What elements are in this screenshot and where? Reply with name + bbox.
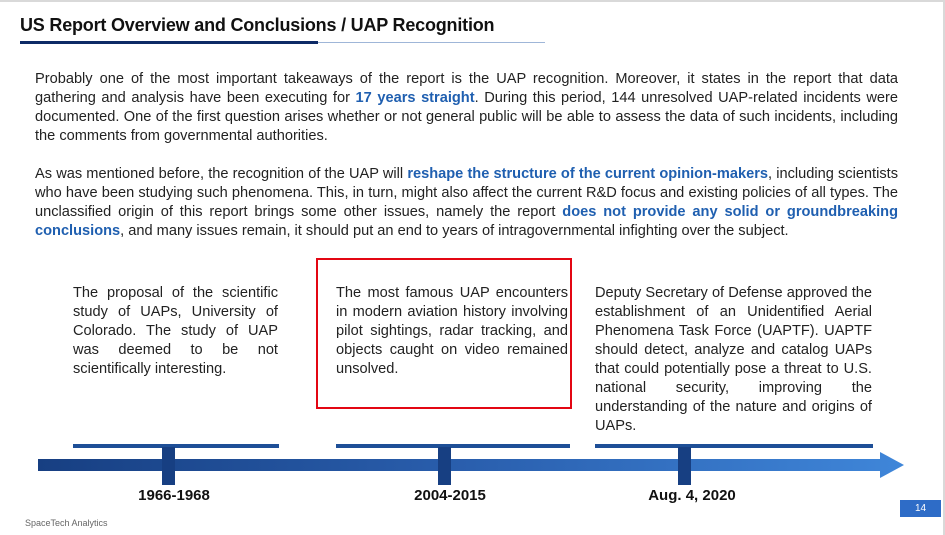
timeline-card-divider-2 — [336, 444, 570, 448]
title-underline-thin — [318, 42, 545, 43]
timeline-card-divider-1 — [73, 444, 279, 448]
highlight-17-years: 17 years straight — [355, 90, 475, 106]
paragraph-impact-text-1: As was mentioned before, the recognition… — [35, 166, 408, 182]
paragraph-impact-text-2: , including scientists who have been stu… — [35, 166, 898, 220]
timeline-card-divider-3 — [595, 444, 873, 448]
timeline-date-1966: 1966-1968 — [138, 487, 210, 504]
timeline-event-1966: The proposal of the scientific study of … — [73, 285, 278, 377]
timeline-tick-1966 — [162, 447, 175, 485]
top-border — [0, 0, 945, 2]
page-number-badge: 14 — [900, 500, 941, 517]
highlight-reshape-structure: reshape the structure of the current opi… — [407, 166, 768, 182]
paragraph-impact-text-3: , and many issues remain, it should put … — [120, 223, 789, 239]
right-border — [943, 0, 945, 535]
timeline-event-2020: Deputy Secretary of Defense approved the… — [595, 285, 872, 434]
paragraph-recognition: Probably one of the most important takea… — [35, 70, 898, 146]
slide-title: US Report Overview and Conclusions / UAP… — [20, 15, 495, 35]
timeline-date-2004: 2004-2015 — [414, 487, 486, 504]
timeline-arrow-icon — [38, 452, 904, 478]
paragraph-recognition-text-1: Probably one of the most important takea… — [35, 71, 898, 106]
highlight-box — [316, 258, 572, 409]
highlight-no-conclusions: does not provide any solid or groundbrea… — [35, 204, 898, 239]
paragraph-recognition-text-2: . During this period, 144 unresolved UAP… — [35, 90, 898, 144]
timeline-tick-2004 — [438, 447, 451, 485]
footer-brand: SpaceTech Analytics — [25, 518, 108, 528]
timeline-event-2004: The most famous UAP encounters in modern… — [336, 285, 568, 377]
timeline-date-2020: Aug. 4, 2020 — [648, 487, 736, 504]
timeline-tick-2020 — [678, 447, 691, 485]
title-underline — [20, 41, 318, 44]
paragraph-impact: As was mentioned before, the recognition… — [35, 165, 898, 241]
